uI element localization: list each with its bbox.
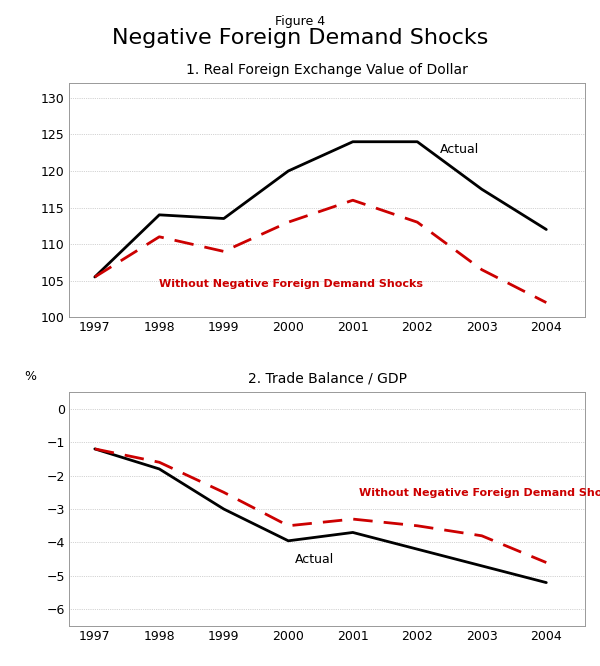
Text: Figure 4: Figure 4: [275, 15, 325, 28]
Title: 1. Real Foreign Exchange Value of Dollar: 1. Real Foreign Exchange Value of Dollar: [186, 63, 468, 77]
Text: Without Negative Foreign Demand Shocks: Without Negative Foreign Demand Shocks: [359, 488, 600, 498]
Text: Actual: Actual: [440, 143, 479, 156]
Text: Negative Foreign Demand Shocks: Negative Foreign Demand Shocks: [112, 28, 488, 48]
Text: Actual: Actual: [295, 553, 334, 566]
Title: 2. Trade Balance / GDP: 2. Trade Balance / GDP: [248, 372, 407, 386]
Text: Without Negative Foreign Demand Shocks: Without Negative Foreign Demand Shocks: [160, 278, 424, 288]
Text: %: %: [25, 370, 37, 383]
